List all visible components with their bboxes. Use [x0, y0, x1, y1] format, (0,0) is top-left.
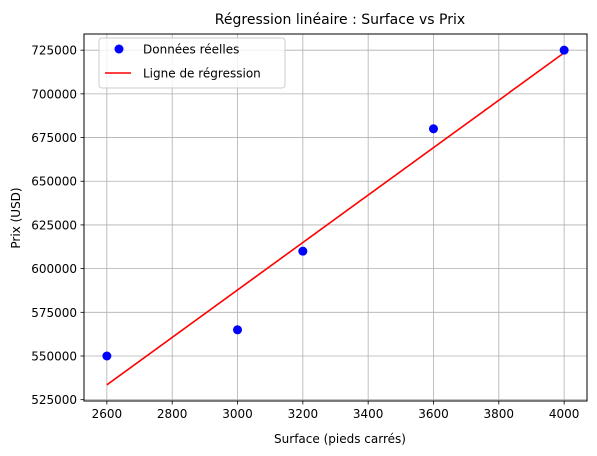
grid	[84, 34, 587, 401]
x-axis-label: Surface (pieds carrés)	[274, 432, 406, 446]
x-tick-label: 4000	[549, 407, 580, 421]
data-point	[559, 45, 569, 55]
y-tick-label: 575000	[31, 306, 77, 320]
y-axis-label: Prix (USD)	[9, 187, 23, 248]
x-tick-label: 3000	[222, 407, 253, 421]
y-tick-label: 650000	[31, 175, 77, 189]
y-tick-label: 600000	[31, 262, 77, 276]
x-tick-label: 2800	[157, 407, 188, 421]
y-tick-label: 525000	[31, 393, 77, 407]
plot-area	[102, 45, 569, 386]
y-axis: 525000 550000 575000 600000 625000 650000 6750…	[31, 44, 84, 407]
x-tick-label: 3600	[418, 407, 449, 421]
legend-label-1: Ligne de régression	[143, 67, 261, 81]
chart-title: Régression linéaire : Surface vs Prix	[215, 12, 465, 28]
y-tick-label: 625000	[31, 218, 77, 232]
x-tick-label: 3800	[484, 407, 515, 421]
x-axis: 2600 2800 3000 3200 3400 3600 3800 4000	[92, 401, 580, 421]
legend-marker-scatter	[114, 44, 124, 54]
legend: Données réelles Ligne de régression	[98, 37, 286, 89]
y-tick-label: 550000	[31, 349, 77, 363]
y-tick-label: 725000	[31, 44, 77, 58]
y-tick-label: 675000	[31, 131, 77, 145]
regression-line	[106, 52, 565, 386]
y-tick-label: 700000	[31, 87, 77, 101]
legend-label-0: Données réelles	[143, 43, 239, 57]
x-tick-label: 3200	[288, 407, 319, 421]
plot-frame	[83, 33, 588, 402]
data-point	[428, 124, 438, 134]
x-tick-label: 2600	[92, 407, 123, 421]
data-point	[233, 325, 243, 335]
x-tick-label: 3400	[353, 407, 384, 421]
data-point	[102, 351, 112, 361]
data-point	[298, 246, 308, 256]
legend-box	[98, 37, 286, 89]
